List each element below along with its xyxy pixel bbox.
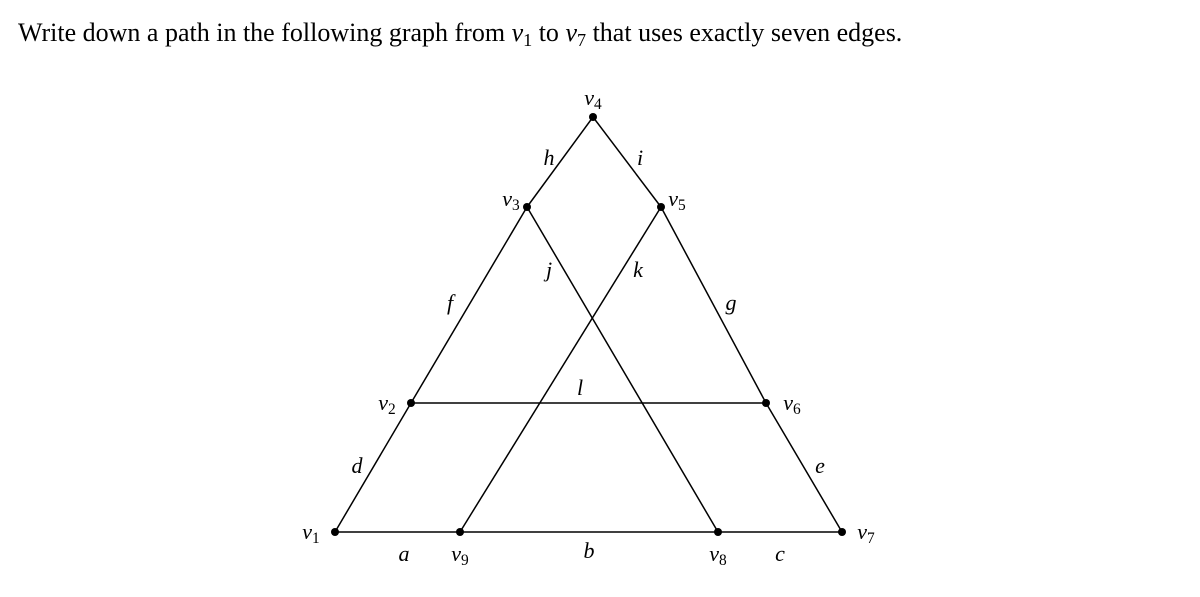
edge-label-j: j (546, 257, 552, 283)
graph-container: abcdefghijklv1v2v3v4v5v6v7v8v9 (0, 90, 1200, 597)
question-text: Write down a path in the following graph… (18, 18, 1182, 48)
question-mid: to (532, 18, 565, 47)
edge-label-f: f (447, 290, 453, 316)
edge-label-i: i (637, 145, 643, 171)
edge-label-c: c (775, 541, 785, 567)
question-suffix: that uses exactly seven edges. (586, 18, 902, 47)
question-v1-sub: 1 (523, 30, 532, 50)
edge-label-k: k (633, 257, 643, 283)
edge-label-a: a (399, 541, 410, 567)
edge-label-h: h (544, 145, 555, 171)
vertex-label-v4: v4 (584, 85, 601, 111)
vertex-label-v3: v3 (502, 186, 519, 212)
edge-label-b: b (584, 538, 595, 564)
edge-label-l: l (577, 375, 583, 401)
vertex-label-v7: v7 (857, 519, 874, 545)
question-v1-base: v (512, 18, 524, 47)
vertex-label-v6: v6 (783, 390, 800, 416)
question-prefix: Write down a path in the following graph… (18, 18, 512, 47)
labels-layer: abcdefghijklv1v2v3v4v5v6v7v8v9 (0, 90, 1200, 597)
vertex-label-v8: v8 (709, 541, 726, 567)
vertex-label-v1: v1 (302, 519, 319, 545)
vertex-label-v5: v5 (668, 186, 685, 212)
vertex-label-v9: v9 (451, 541, 468, 567)
vertex-label-v2: v2 (378, 390, 395, 416)
edge-label-g: g (726, 290, 737, 316)
edge-label-e: e (815, 453, 825, 479)
question-v7-sub: 7 (577, 30, 586, 50)
question-v7-base: v (565, 18, 577, 47)
edge-label-d: d (352, 453, 363, 479)
